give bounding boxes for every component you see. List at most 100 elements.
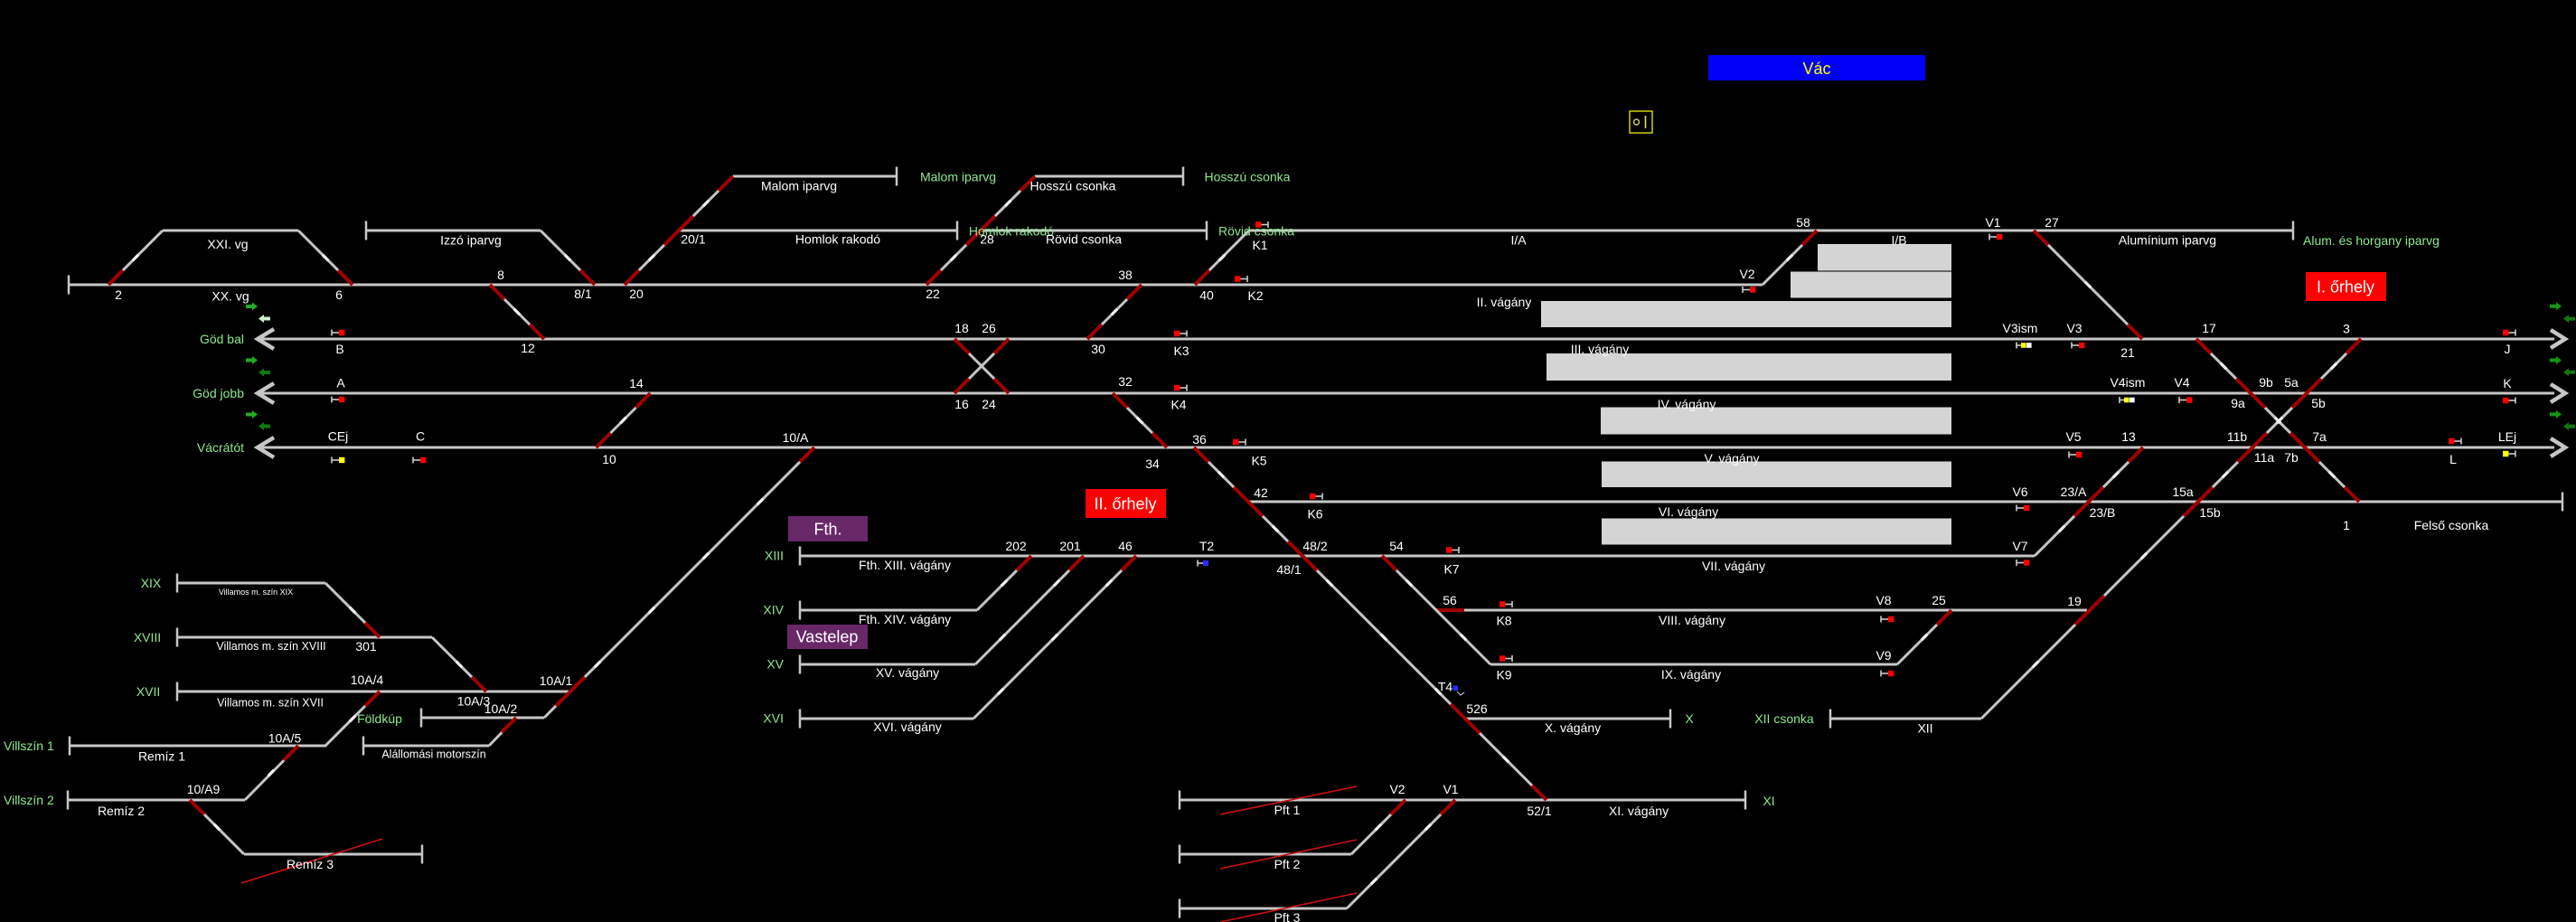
svg-text:10A/2: 10A/2 xyxy=(484,701,518,716)
svg-text:Malom iparvg: Malom iparvg xyxy=(761,179,837,193)
svg-text:21: 21 xyxy=(2120,345,2135,360)
svg-text:XIV: XIV xyxy=(763,603,784,617)
svg-text:Remíz 3: Remíz 3 xyxy=(287,857,334,871)
svg-text:V2: V2 xyxy=(1739,267,1754,281)
svg-text:K2: K2 xyxy=(1247,288,1263,303)
svg-text:V8: V8 xyxy=(1876,593,1891,607)
svg-text:30: 30 xyxy=(1091,342,1105,356)
svg-text:27: 27 xyxy=(2045,215,2059,230)
svg-text:Remíz 1: Remíz 1 xyxy=(138,749,185,764)
svg-text:II. vágány: II. vágány xyxy=(1477,295,1532,309)
svg-text:201: 201 xyxy=(1059,539,1081,553)
svg-text:V4ism: V4ism xyxy=(2111,375,2146,390)
svg-text:9a: 9a xyxy=(2231,396,2245,410)
svg-text:XX. vg: XX. vg xyxy=(212,289,249,304)
svg-text:301: 301 xyxy=(355,639,377,654)
svg-text:32: 32 xyxy=(1118,374,1133,389)
svg-text:XVI: XVI xyxy=(763,711,784,726)
svg-text:2: 2 xyxy=(115,287,122,302)
svg-text:XIX: XIX xyxy=(141,576,162,590)
svg-text:T2: T2 xyxy=(1199,539,1215,553)
svg-text:XII csonka: XII csonka xyxy=(1754,711,1814,726)
svg-text:V4: V4 xyxy=(2174,375,2189,390)
svg-text:Remíz 2: Remíz 2 xyxy=(98,804,145,818)
svg-text:K4: K4 xyxy=(1170,398,1186,412)
svg-text:18: 18 xyxy=(954,321,969,335)
svg-text:K8: K8 xyxy=(1496,614,1511,628)
svg-text:10: 10 xyxy=(602,452,616,466)
svg-text:54: 54 xyxy=(1389,539,1404,553)
svg-text:58: 58 xyxy=(1796,215,1810,230)
svg-text:Hosszú csonka: Hosszú csonka xyxy=(1030,179,1116,193)
svg-text:Göd jobb: Göd jobb xyxy=(193,386,244,400)
svg-text:8: 8 xyxy=(497,268,504,282)
svg-text:19: 19 xyxy=(2067,594,2082,608)
svg-text:CEj: CEj xyxy=(328,429,349,444)
svg-text:10/A: 10/A xyxy=(783,430,809,445)
svg-text:Villszín 1: Villszín 1 xyxy=(4,739,54,753)
svg-text:202: 202 xyxy=(1005,539,1027,553)
svg-text:Malom iparvg: Malom iparvg xyxy=(920,170,996,184)
svg-text:Rövid csonka: Rövid csonka xyxy=(1218,224,1294,239)
svg-text:K1: K1 xyxy=(1252,238,1267,252)
svg-text:26: 26 xyxy=(982,321,996,335)
svg-text:38: 38 xyxy=(1118,268,1133,282)
svg-text:XI: XI xyxy=(1763,794,1774,808)
svg-text:46: 46 xyxy=(1118,539,1133,553)
svg-text:1: 1 xyxy=(2343,518,2350,532)
svg-text:V1: V1 xyxy=(1443,782,1458,796)
svg-text:48/2: 48/2 xyxy=(1302,539,1327,553)
svg-text:16: 16 xyxy=(954,397,969,411)
svg-text:Alállomási motorszín: Alállomási motorszín xyxy=(381,748,485,761)
svg-text:K: K xyxy=(2503,376,2512,390)
svg-text:Fth.: Fth. xyxy=(813,521,841,539)
svg-text:526: 526 xyxy=(1466,701,1488,716)
svg-text:VII. vágány: VII. vágány xyxy=(1702,559,1765,573)
svg-text:5a: 5a xyxy=(2284,375,2299,390)
svg-text:XV. vágány: XV. vágány xyxy=(876,665,939,680)
svg-text:Alumínium iparvg: Alumínium iparvg xyxy=(2119,233,2216,248)
svg-text:56: 56 xyxy=(1443,593,1457,607)
svg-text:13: 13 xyxy=(2121,429,2136,444)
svg-text:23/A: 23/A xyxy=(2061,485,2087,499)
svg-text:V2: V2 xyxy=(1389,782,1405,796)
svg-text:K7: K7 xyxy=(1443,562,1459,577)
svg-text:10A/5: 10A/5 xyxy=(268,731,302,746)
svg-text:VI. vágány: VI. vágány xyxy=(1659,504,1718,519)
svg-text:V3ism: V3ism xyxy=(2003,321,2038,335)
svg-text:17: 17 xyxy=(2202,321,2216,335)
svg-text:B: B xyxy=(335,342,343,356)
svg-text:I/B: I/B xyxy=(1891,233,1906,248)
svg-text:XXI. vg: XXI. vg xyxy=(207,237,248,251)
svg-text:XVI. vágány: XVI. vágány xyxy=(873,720,942,734)
svg-text:K3: K3 xyxy=(1173,343,1189,358)
svg-text:IX. vágány: IX. vágány xyxy=(1661,667,1721,682)
svg-text:Fth. XIII. vágány: Fth. XIII. vágány xyxy=(859,558,951,572)
svg-text:K6: K6 xyxy=(1307,507,1322,522)
svg-text:XI. vágány: XI. vágány xyxy=(1609,804,1669,818)
svg-text:Pft 2: Pft 2 xyxy=(1274,857,1301,871)
svg-text:Vastelep: Vastelep xyxy=(796,628,859,646)
svg-text:7a: 7a xyxy=(2312,429,2327,444)
svg-text:Homlok rakodó: Homlok rakodó xyxy=(795,232,880,247)
svg-text:Földkúp: Földkúp xyxy=(357,711,402,726)
svg-text:XVIII: XVIII xyxy=(134,630,161,644)
svg-text:10A/1: 10A/1 xyxy=(540,673,573,688)
svg-text:Rövid csonka: Rövid csonka xyxy=(1046,232,1122,247)
svg-text:42: 42 xyxy=(1254,485,1268,500)
svg-text:C: C xyxy=(416,429,425,444)
svg-text:28: 28 xyxy=(980,232,994,247)
svg-text:XIII: XIII xyxy=(765,549,784,563)
svg-text:A: A xyxy=(336,376,345,390)
svg-text:Izzó iparvg: Izzó iparvg xyxy=(440,233,502,248)
svg-text:V9: V9 xyxy=(1876,648,1891,663)
svg-text:II. őrhely: II. őrhely xyxy=(1094,495,1156,513)
svg-text:Vác: Vác xyxy=(1802,60,1830,78)
svg-text:3: 3 xyxy=(2343,322,2350,336)
svg-text:14: 14 xyxy=(629,376,644,390)
svg-text:XVII: XVII xyxy=(136,684,160,699)
svg-text:X: X xyxy=(1685,711,1694,726)
svg-text:K9: K9 xyxy=(1496,668,1511,682)
svg-text:Villamos m. szín XVII: Villamos m. szín XVII xyxy=(217,697,324,710)
svg-text:Homlok rakodó: Homlok rakodó xyxy=(969,224,1054,239)
